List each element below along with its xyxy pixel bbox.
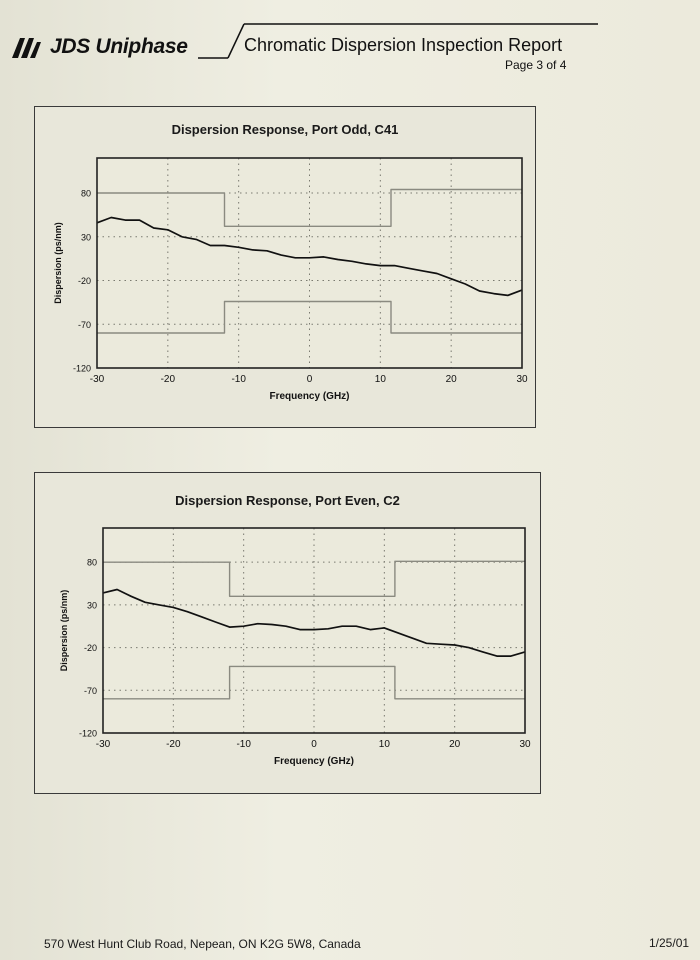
y-tick-label: 80 [81,189,91,199]
page-number: Page 3 of 4 [505,58,567,72]
y-tick-label: -20 [84,643,97,653]
header-rule [198,23,598,59]
y-tick-label: -70 [84,686,97,696]
x-tick-label: -10 [231,374,246,385]
y-tick-label: 30 [87,600,97,610]
chart-panel-port-odd: Dispersion Response, Port Odd, C41 -30 -2… [34,106,536,428]
y-tick-label: -20 [78,276,91,286]
dispersion-curve [96,216,523,297]
y-tick-label: -120 [73,364,91,374]
footer-date: 1/25/01 [649,936,690,950]
x-axis-title: Frequency (GHz) [269,391,349,402]
x-tick-label: -20 [166,739,181,750]
upper-mask-line [97,188,522,228]
x-axis-title: Frequency (GHz) [274,756,354,767]
x-tick-label: 30 [516,374,528,385]
plot-frame [102,527,526,734]
plot-area [103,528,525,733]
y-axis-title: Dispersion (ps/nm) [53,222,63,304]
company-logo: JDS Uniphase [8,34,188,60]
dispersion-curve [102,588,526,657]
x-tick-label: 0 [307,374,313,385]
plot-frame [96,157,523,369]
x-tick-label: -20 [161,374,176,385]
y-axis-title: Dispersion (ps/nm) [59,590,69,672]
chart-title: Dispersion Response, Port Even, C2 [175,493,400,508]
lower-mask-line [103,665,525,700]
x-tick-label: 10 [375,374,387,385]
chart-panel-port-even: Dispersion Response, Port Even, C2 -30 -2… [34,472,541,794]
y-tick-label: 30 [81,232,91,242]
x-tick-label: 20 [449,739,461,750]
y-tick-label: -120 [79,729,97,739]
dispersion-chart-port-odd: -30 -20 -10 0 10 20 30 80 30 -20 -70 -120 Frequency … [53,157,528,402]
report-title: Chromatic Dispersion Inspection Report [244,35,563,55]
x-tick-label: 20 [446,374,458,385]
dispersion-chart-port-even: -30 -20 -10 0 10 20 30 80 30 -20 -70 -120 Frequency … [59,527,531,767]
y-tick-label: 80 [87,558,97,568]
x-tick-label: -10 [236,739,251,750]
x-tick-label: 10 [379,739,391,750]
lower-mask-line [97,300,522,334]
footer-address: 570 West Hunt Club Road, Nepean, ON K2G … [44,937,361,951]
upper-mask-line [103,560,525,598]
x-tick-label: -30 [90,374,105,385]
company-name: JDS Uniphase [50,35,188,58]
x-tick-label: -30 [96,739,111,750]
x-tick-label: 0 [311,739,317,750]
jdsu-logo-icon [12,38,41,58]
y-tick-label: -70 [78,320,91,330]
chart-title: Dispersion Response, Port Odd, C41 [171,122,399,137]
x-tick-label: 30 [519,739,531,750]
